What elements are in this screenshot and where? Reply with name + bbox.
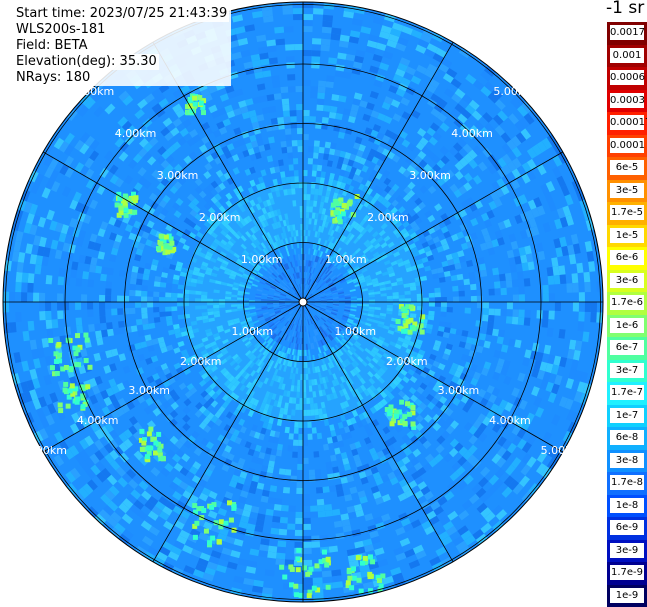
colorbar-level: 0.001: [607, 44, 647, 67]
field-text: Field: BETA: [14, 38, 90, 54]
colorbar-level: 1e-6: [607, 314, 647, 337]
azimuth-spoke: [302, 301, 454, 563]
colorbar-label: 0.0003: [610, 92, 645, 108]
colorbar-label: 1.7e-5: [610, 205, 644, 220]
azimuth-spoke: [42, 301, 304, 453]
range-label: 5.00km: [72, 84, 115, 98]
colorbar-label: 1.7e-9: [610, 565, 644, 580]
colorbar-label: 3e-9: [610, 542, 644, 558]
colorbar-level: 3e-5: [607, 179, 647, 202]
colorbar-level: 0.0006: [607, 67, 647, 90]
colorbar-level: 0.0017: [607, 22, 647, 45]
range-label: 2.00km: [198, 210, 241, 224]
colorbar-level: 1.7e-8: [607, 472, 647, 495]
colorbar-level: 1.7e-5: [607, 202, 647, 225]
azimuth-spoke: [42, 151, 304, 303]
colorbar-label: 1e-5: [610, 227, 644, 243]
colorbar-label: 1.7e-7: [610, 385, 644, 400]
range-label: 1.00km: [231, 324, 274, 338]
colorbar-label: 1e-7: [610, 407, 644, 423]
nrays-text: NRays: 180: [14, 70, 93, 86]
colorbar-level: 3e-6: [607, 269, 647, 292]
colorbar-level: 6e-7: [607, 337, 647, 360]
colorbar-level: 6e-9: [607, 517, 647, 540]
azimuth-spoke: [302, 41, 454, 303]
colorbar-label: 1.7e-6: [610, 295, 644, 310]
colorbar-label: 1.7e-8: [610, 475, 644, 490]
instrument-text: WLS200s-181: [14, 22, 108, 38]
colorbar-level: 0.0001: [607, 134, 647, 157]
colorbar-label: 3e-7: [610, 362, 644, 378]
colorbar-level: 3e-9: [607, 539, 647, 562]
colorbar-level: 3e-7: [607, 359, 647, 382]
range-label: 2.00km: [386, 354, 428, 368]
colorbar-level: 1e-9: [607, 584, 647, 607]
colorbar-label: 6e-7: [610, 340, 644, 355]
colorbar-level: 6e-8: [607, 427, 647, 450]
range-label: 3.00km: [156, 168, 199, 182]
radar-center-marker: [298, 297, 308, 307]
azimuth-spoke: [152, 301, 304, 563]
start-time-text: Start time: 2023/07/25 21:43:39: [14, 6, 230, 22]
elevation-text: Elevation(deg): 35.30: [14, 54, 159, 70]
azimuth-spoke: [302, 151, 564, 303]
colorbar-label: 3e-6: [610, 272, 644, 288]
colorbar-level: 0.00017: [607, 112, 647, 135]
colorbar-level: 1e-7: [607, 404, 647, 427]
colorbar-label: 3e-5: [610, 182, 644, 198]
colorbar-level: 1.7e-9: [607, 562, 647, 585]
range-label: 1.00km: [240, 252, 283, 266]
range-label: 4.00km: [489, 414, 531, 427]
colorbar-label: 0.00017: [610, 115, 647, 130]
colorbar-label: 6e-6: [610, 250, 644, 265]
colorbar-label: 0.0001: [610, 137, 645, 153]
colorbar-level: 1.7e-7: [607, 382, 647, 405]
range-label: 4.00km: [76, 414, 119, 427]
range-label: 3.00km: [409, 168, 451, 182]
colorbar-level: 6e-5: [607, 157, 647, 180]
colorbar-level: 1e-8: [607, 494, 647, 517]
colorbar-label: 1e-9: [610, 587, 644, 603]
colorbar-level: 0.0003: [607, 89, 647, 112]
colorbar-level: 6e-6: [607, 247, 647, 270]
colorbar-label: 6e-5: [610, 160, 644, 175]
colorbar-label: 6e-9: [610, 520, 644, 535]
colorbar-label: 0.001: [610, 47, 644, 63]
range-label: 4.00km: [451, 126, 493, 140]
range-label: 5.00km: [25, 443, 67, 457]
colorbar-label: 0.0017: [610, 25, 645, 40]
range-label: 1.00km: [325, 252, 367, 266]
range-label: 3.00km: [437, 384, 480, 398]
colorbar: 0.0017 0.001 0.0006 0.0003 0.00017 0.0001 6e-5…: [607, 22, 647, 607]
range-label: 3.00km: [128, 384, 170, 398]
range-label: 5.00km: [493, 84, 535, 98]
azimuth-spoke: [302, 301, 564, 453]
colorbar-level: 3e-8: [607, 449, 647, 472]
colorbar-label: 1e-6: [610, 317, 644, 333]
range-label: 2.00km: [367, 210, 409, 224]
range-label: 4.00km: [114, 126, 157, 140]
scan-info-panel: Start time: 2023/07/25 21:43:39 WLS200s-…: [12, 6, 232, 86]
colorbar-label: 6e-8: [610, 430, 644, 445]
range-label: 2.00km: [179, 354, 222, 368]
colorbar-level: 1.7e-6: [607, 292, 647, 315]
colorbar-label: 3e-8: [610, 452, 644, 468]
colorbar-label: 0.0006: [610, 70, 645, 85]
colorbar-unit: -1 sr: [606, 0, 645, 18]
colorbar-label: 1e-8: [610, 497, 644, 513]
colorbar-level: 1e-5: [607, 224, 647, 247]
range-label: 5.00km: [540, 443, 583, 457]
range-label: 1.00km: [334, 324, 377, 338]
